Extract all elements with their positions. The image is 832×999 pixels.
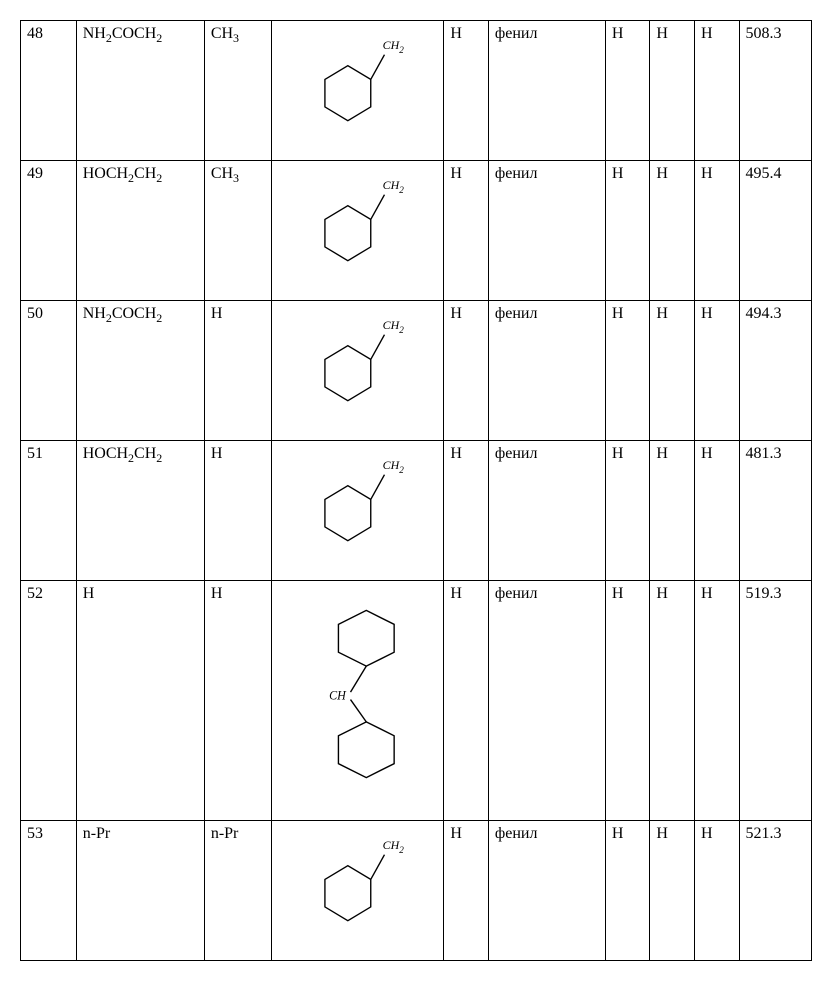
cell-R1: HOCH2CH2 (76, 441, 204, 581)
cell-value: 481.3 (739, 441, 811, 581)
cell-value: 519.3 (739, 581, 811, 821)
cell-R5: H (605, 21, 650, 161)
cell-structure: CH2 (271, 441, 444, 581)
cell-R5: H (605, 301, 650, 441)
cell-R4: фенил (488, 161, 605, 301)
cell-R1: NH2COCH2 (76, 21, 204, 161)
cell-R1: NH2COCH2 (76, 301, 204, 441)
table-row: 51HOCH2CH2H CH2 HфенилHHH481.3 (21, 441, 812, 581)
cell-R4: фенил (488, 581, 605, 821)
cell-R2: n-Pr (204, 821, 271, 961)
cell-R4: фенил (488, 301, 605, 441)
svg-text:CH2: CH2 (383, 458, 405, 475)
table-row: 49HOCH2CH2CH3 CH2 HфенилHHH495.4 (21, 161, 812, 301)
cell-R7: H (694, 21, 739, 161)
cell-no: 48 (21, 21, 77, 161)
table-row: 50NH2COCH2H CH2 HфенилHHH494.3 (21, 301, 812, 441)
cell-R7: H (694, 301, 739, 441)
cell-no: 53 (21, 821, 77, 961)
cell-R3: H (444, 21, 489, 161)
cell-R3: H (444, 441, 489, 581)
cyclohexyl-ch2-icon: CH2 (292, 829, 422, 939)
cell-R1: n-Pr (76, 821, 204, 961)
cell-structure: CH (271, 581, 444, 821)
cell-R6: H (650, 301, 695, 441)
cell-R2: H (204, 441, 271, 581)
cell-no: 52 (21, 581, 77, 821)
svg-text:CH2: CH2 (383, 178, 405, 195)
cell-R6: H (650, 821, 695, 961)
cell-R4: фенил (488, 21, 605, 161)
svg-text:CH2: CH2 (383, 318, 405, 335)
cell-R3: H (444, 821, 489, 961)
cell-R6: H (650, 161, 695, 301)
compound-table: 48NH2COCH2CH3 CH2 HфенилHHH508.349HOCH2C… (20, 20, 812, 961)
cell-R2: CH3 (204, 161, 271, 301)
cell-no: 51 (21, 441, 77, 581)
dicyclohexyl-ch-icon: CH (292, 589, 422, 799)
cell-R6: H (650, 21, 695, 161)
cell-R3: H (444, 581, 489, 821)
svg-text:CH2: CH2 (383, 38, 405, 55)
cyclohexyl-ch2-icon: CH2 (292, 309, 422, 419)
cell-R7: H (694, 441, 739, 581)
cell-structure: CH2 (271, 301, 444, 441)
svg-text:CH: CH (330, 689, 348, 703)
table-row: 48NH2COCH2CH3 CH2 HфенилHHH508.3 (21, 21, 812, 161)
table-row: 52HH CH HфенилHHH519.3 (21, 581, 812, 821)
cell-structure: CH2 (271, 21, 444, 161)
cell-R3: H (444, 301, 489, 441)
cell-R2: H (204, 581, 271, 821)
cell-value: 521.3 (739, 821, 811, 961)
cell-R7: H (694, 161, 739, 301)
cyclohexyl-ch2-icon: CH2 (292, 169, 422, 279)
cell-R6: H (650, 441, 695, 581)
svg-text:CH2: CH2 (383, 838, 405, 855)
cell-no: 49 (21, 161, 77, 301)
cell-R5: H (605, 581, 650, 821)
cell-R2: H (204, 301, 271, 441)
cell-R5: H (605, 821, 650, 961)
cell-structure: CH2 (271, 161, 444, 301)
cell-R5: H (605, 441, 650, 581)
cell-R1: H (76, 581, 204, 821)
cell-value: 495.4 (739, 161, 811, 301)
cell-structure: CH2 (271, 821, 444, 961)
cell-R6: H (650, 581, 695, 821)
cell-R2: CH3 (204, 21, 271, 161)
cyclohexyl-ch2-icon: CH2 (292, 449, 422, 559)
cyclohexyl-ch2-icon: CH2 (292, 29, 422, 139)
cell-R5: H (605, 161, 650, 301)
cell-R4: фенил (488, 441, 605, 581)
cell-value: 508.3 (739, 21, 811, 161)
table-row: 53n-Prn-Pr CH2 HфенилHHH521.3 (21, 821, 812, 961)
cell-R1: HOCH2CH2 (76, 161, 204, 301)
cell-R7: H (694, 821, 739, 961)
cell-no: 50 (21, 301, 77, 441)
cell-R7: H (694, 581, 739, 821)
cell-R4: фенил (488, 821, 605, 961)
cell-value: 494.3 (739, 301, 811, 441)
cell-R3: H (444, 161, 489, 301)
